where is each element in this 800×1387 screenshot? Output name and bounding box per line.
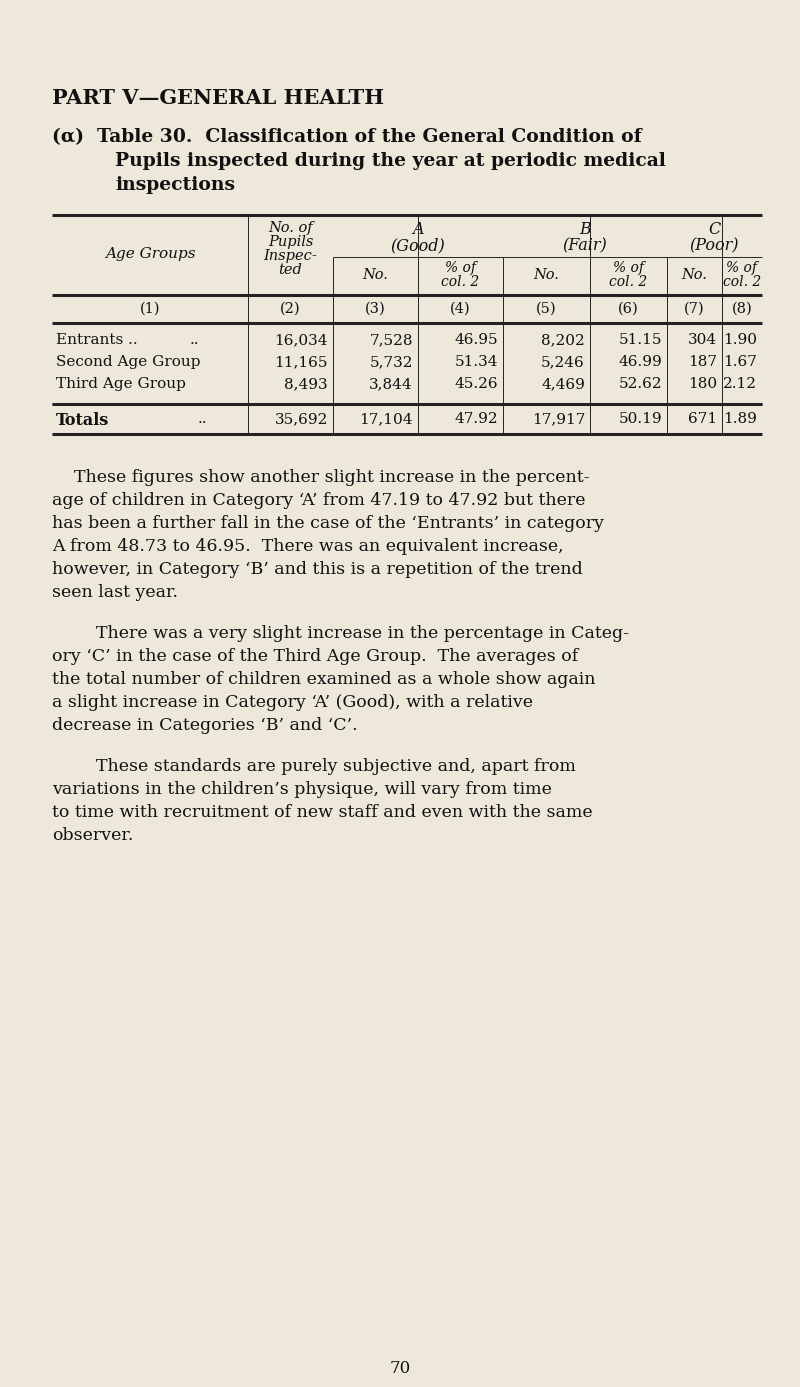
Text: 50.19: 50.19 [618,412,662,426]
Text: col. 2: col. 2 [723,275,761,288]
Text: Age Groups: Age Groups [105,247,195,261]
Text: (8): (8) [732,302,752,316]
Text: 1.90: 1.90 [723,333,757,347]
Text: 16,034: 16,034 [274,333,328,347]
Text: 2.12: 2.12 [723,377,757,391]
Text: 35,692: 35,692 [274,412,328,426]
Text: variations in the children’s physique, will vary from time: variations in the children’s physique, w… [52,781,552,798]
Text: 8,202: 8,202 [542,333,585,347]
Text: 46.99: 46.99 [618,355,662,369]
Text: Third Age Group: Third Age Group [56,377,186,391]
Text: age of children in Category ‘A’ from 47.19 to 47.92 but there: age of children in Category ‘A’ from 47.… [52,492,586,509]
Text: (Poor): (Poor) [690,237,739,254]
Text: 51.34: 51.34 [454,355,498,369]
Text: 1.67: 1.67 [723,355,757,369]
Text: (2): (2) [280,302,301,316]
Text: 11,165: 11,165 [274,355,328,369]
Text: B: B [579,221,591,239]
Text: 45.26: 45.26 [454,377,498,391]
Text: (7): (7) [684,302,705,316]
Text: 70: 70 [390,1361,410,1377]
Text: 8,493: 8,493 [284,377,328,391]
Text: 5,732: 5,732 [370,355,413,369]
Text: seen last year.: seen last year. [52,584,178,601]
Text: 671: 671 [688,412,717,426]
Text: inspections: inspections [115,176,235,194]
Text: to time with recruitment of new staff and even with the same: to time with recruitment of new staff an… [52,804,593,821]
Text: (α)  Table 30.  Classification of the General Condition of: (α) Table 30. Classification of the Gene… [52,128,642,146]
Text: A: A [412,221,424,239]
Text: PART V—GENERAL HEALTH: PART V—GENERAL HEALTH [52,87,384,108]
Text: decrease in Categories ‘B’ and ‘C’.: decrease in Categories ‘B’ and ‘C’. [52,717,358,734]
Text: % of: % of [445,261,476,275]
Text: 7,528: 7,528 [370,333,413,347]
Text: No.: No. [534,268,559,282]
Text: Pupils: Pupils [268,234,313,250]
Text: 3,844: 3,844 [370,377,413,391]
Text: observer.: observer. [52,827,134,845]
Text: Inspec-: Inspec- [263,250,318,264]
Text: ory ‘C’ in the case of the Third Age Group.  The averages of: ory ‘C’ in the case of the Third Age Gro… [52,648,578,664]
Text: 1.89: 1.89 [723,412,757,426]
Text: (1): (1) [140,302,160,316]
Text: (5): (5) [536,302,557,316]
Text: col. 2: col. 2 [610,275,648,288]
Text: % of: % of [726,261,758,275]
Text: (Fair): (Fair) [562,237,607,254]
Text: has been a further fall in the case of the ‘Entrants’ in category: has been a further fall in the case of t… [52,515,604,533]
Text: Totals: Totals [56,412,110,429]
Text: There was a very slight increase in the percentage in Categ-: There was a very slight increase in the … [52,626,629,642]
Text: These figures show another slight increase in the percent-: These figures show another slight increa… [52,469,590,485]
Text: 47.92: 47.92 [454,412,498,426]
Text: (6): (6) [618,302,639,316]
Text: the total number of children examined as a whole show again: the total number of children examined as… [52,671,595,688]
Text: No.: No. [362,268,389,282]
Text: Second Age Group: Second Age Group [56,355,201,369]
Text: col. 2: col. 2 [442,275,480,288]
Text: ..: .. [190,333,199,347]
Text: 52.62: 52.62 [618,377,662,391]
Text: 4,469: 4,469 [541,377,585,391]
Text: % of: % of [613,261,644,275]
Text: a slight increase in Category ‘A’ (Good), with a relative: a slight increase in Category ‘A’ (Good)… [52,694,533,712]
Text: A from 48.73 to 46.95.  There was an equivalent increase,: A from 48.73 to 46.95. There was an equi… [52,538,564,555]
Text: 46.95: 46.95 [454,333,498,347]
Text: These standards are purely subjective and, apart from: These standards are purely subjective an… [52,759,576,775]
Text: No.: No. [682,268,707,282]
Text: 17,104: 17,104 [359,412,413,426]
Text: (4): (4) [450,302,471,316]
Text: ted: ted [278,264,302,277]
Text: 51.15: 51.15 [618,333,662,347]
Text: (3): (3) [365,302,386,316]
Text: 187: 187 [688,355,717,369]
Text: 180: 180 [688,377,717,391]
Text: 304: 304 [688,333,717,347]
Text: C: C [708,221,721,239]
Text: Pupils inspected during the year at periodic medical: Pupils inspected during the year at peri… [115,153,666,171]
Text: 5,246: 5,246 [542,355,585,369]
Text: ..: .. [198,412,207,426]
Text: No. of: No. of [268,221,313,234]
Text: however, in Category ‘B’ and this is a repetition of the trend: however, in Category ‘B’ and this is a r… [52,560,582,578]
Text: 17,917: 17,917 [532,412,585,426]
Text: (Good): (Good) [390,237,446,254]
Text: Entrants ..: Entrants .. [56,333,138,347]
